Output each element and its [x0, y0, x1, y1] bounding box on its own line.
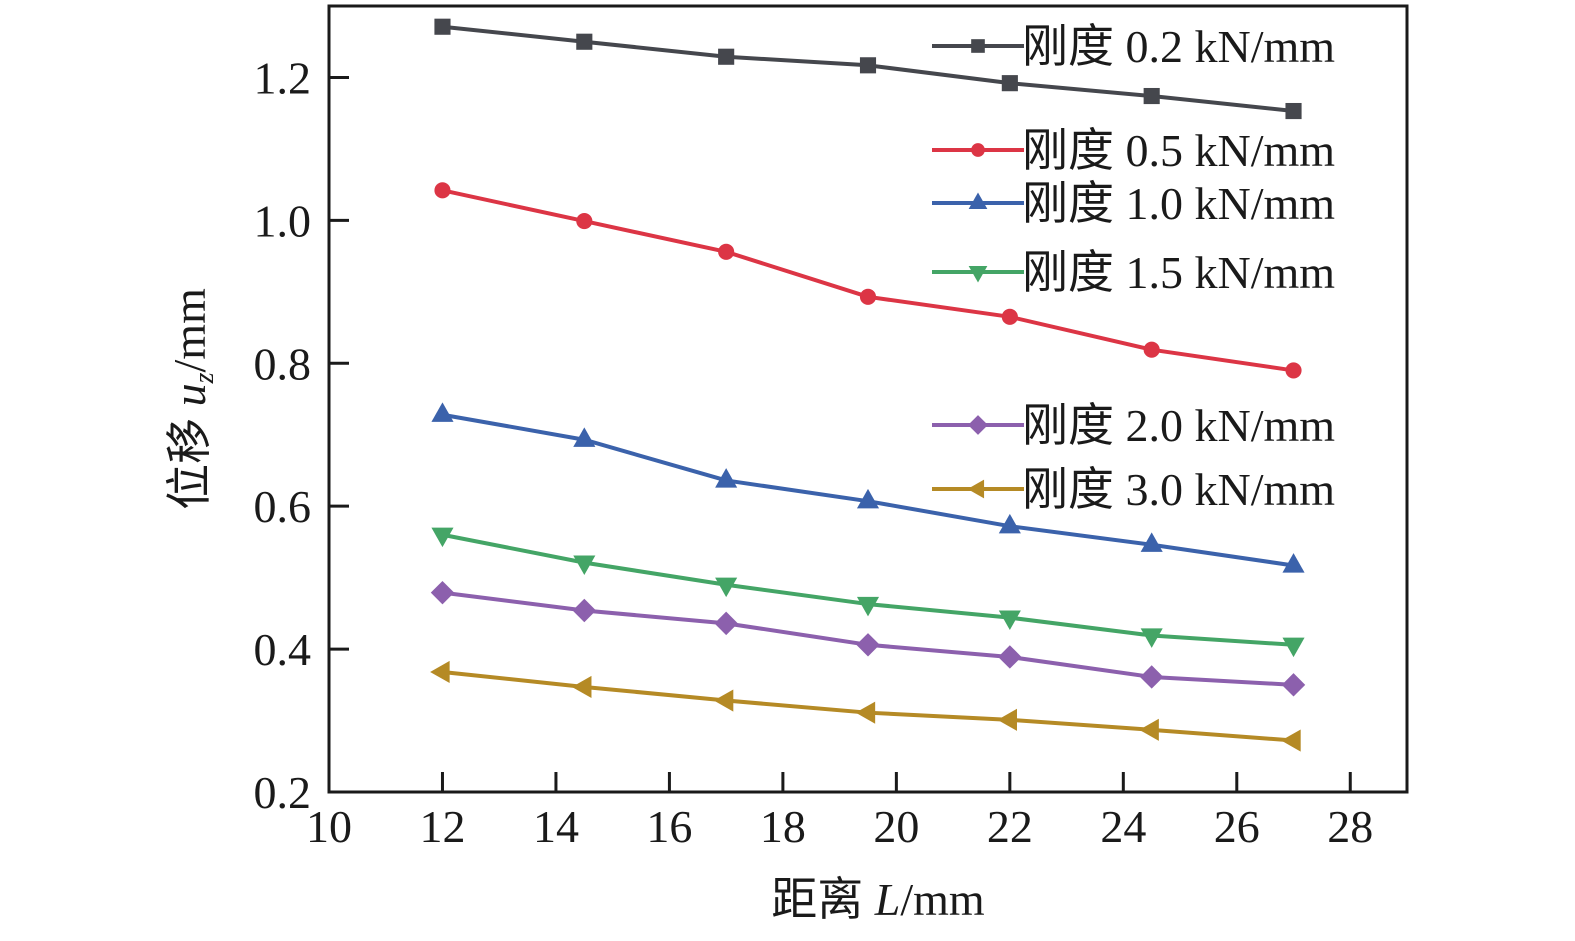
series-layer: [430, 18, 1306, 752]
data-point: [718, 48, 735, 65]
y-tick-label: 0.8: [254, 338, 312, 389]
data-point: [1001, 75, 1018, 92]
y-tick-label: 1.2: [254, 52, 312, 103]
legend-item: 刚度 1.0 kN/mm: [932, 178, 1335, 229]
data-point: [1143, 341, 1160, 358]
series-line: [442, 532, 1294, 647]
legend-marker: [968, 415, 988, 435]
legend-marker: [968, 265, 988, 283]
legend-item: 刚度 0.5 kN/mm: [932, 125, 1335, 176]
data-point: [856, 633, 880, 657]
y-tick-label: 0.4: [254, 624, 312, 675]
data-point: [1140, 532, 1163, 552]
data-point: [856, 488, 880, 509]
data-point: [718, 243, 735, 260]
data-point: [1282, 637, 1305, 658]
legend-label: 刚度 0.2 kN/mm: [1022, 21, 1335, 72]
data-point: [571, 675, 592, 699]
data-point: [573, 427, 596, 447]
y-tick-label: 0.2: [254, 767, 312, 818]
y-tick-label: 0.6: [254, 481, 312, 532]
data-point: [576, 213, 593, 230]
legend-item: 刚度 1.5 kN/mm: [932, 247, 1335, 298]
data-point: [1143, 87, 1160, 105]
data-point: [573, 555, 596, 575]
plot-frame: [327, 4, 1409, 794]
y-title-sub: z: [189, 372, 220, 384]
x-tick-label: 18: [760, 801, 806, 852]
x-tick-label: 10: [306, 801, 352, 852]
series-3: [431, 527, 1305, 658]
legend-marker: [971, 143, 985, 157]
data-point: [859, 288, 877, 305]
data-point: [434, 182, 451, 199]
data-point: [997, 708, 1017, 731]
y-title-var: u: [164, 383, 215, 406]
data-point: [1282, 553, 1305, 573]
data-point: [859, 57, 877, 74]
data-point: [713, 689, 734, 712]
data-point: [431, 402, 454, 422]
data-point: [1139, 665, 1164, 689]
data-point: [572, 598, 597, 623]
legend-label: 刚度 3.0 kN/mm: [1022, 464, 1335, 515]
data-point: [430, 660, 450, 684]
x-title-suffix: /mm: [900, 874, 985, 925]
data-point: [714, 611, 738, 636]
y-title-suffix: /mm: [164, 288, 215, 373]
data-point: [430, 580, 455, 605]
legend-marker: [967, 479, 985, 499]
x-tick-label: 28: [1327, 801, 1373, 852]
data-point: [715, 577, 738, 598]
data-point: [1281, 673, 1306, 697]
data-point: [431, 527, 454, 548]
series-1: [434, 182, 1302, 379]
legend-label: 刚度 1.5 kN/mm: [1022, 247, 1335, 298]
legend-item: 刚度 3.0 kN/mm: [932, 464, 1335, 515]
legend-label: 刚度 2.0 kN/mm: [1022, 400, 1335, 451]
data-point: [998, 610, 1021, 631]
series-5: [430, 660, 1301, 752]
x-axis-title: 距离 L/mm: [771, 874, 985, 925]
y-axis-title: 位移 uz/mm: [164, 288, 220, 510]
x-tick-label: 22: [987, 801, 1033, 852]
data-point: [1001, 308, 1018, 325]
data-point: [856, 596, 880, 617]
series-2: [431, 402, 1305, 573]
data-point: [855, 701, 876, 724]
x-tick-label: 12: [419, 801, 465, 852]
legend-label: 刚度 1.0 kN/mm: [1022, 178, 1335, 229]
data-point: [998, 513, 1021, 534]
legend-item: 刚度 2.0 kN/mm: [932, 400, 1335, 451]
data-point: [1281, 729, 1301, 752]
data-point: [715, 468, 738, 488]
x-tick-label: 20: [873, 801, 919, 852]
data-point: [1285, 102, 1302, 120]
x-tick-label: 26: [1214, 801, 1260, 852]
x-tick-label: 24: [1100, 801, 1146, 852]
data-point: [1140, 628, 1163, 648]
x-title-prefix: 距离: [771, 874, 875, 925]
data-point: [998, 645, 1022, 669]
x-title-var: L: [874, 874, 901, 925]
series-0: [434, 18, 1302, 120]
legend-marker: [971, 39, 985, 53]
x-tick-label: 14: [533, 801, 579, 852]
y-tick-label: 1.0: [254, 195, 312, 246]
data-point: [576, 33, 593, 50]
y-title-prefix: 位移: [164, 406, 215, 510]
axes: 10 12 14 16 18 20 22 24 26 28 0.2 0.4 0.6 0.8 1.0 1.2: [254, 4, 1409, 852]
data-point: [1285, 362, 1302, 379]
x-tick-label: 16: [646, 801, 692, 852]
series-4: [430, 580, 1306, 697]
legend-label: 刚度 0.5 kN/mm: [1022, 125, 1335, 176]
data-point: [1139, 718, 1159, 741]
legend-item: 刚度 0.2 kN/mm: [932, 21, 1335, 72]
legend-marker: [968, 192, 988, 210]
data-point: [434, 18, 451, 35]
